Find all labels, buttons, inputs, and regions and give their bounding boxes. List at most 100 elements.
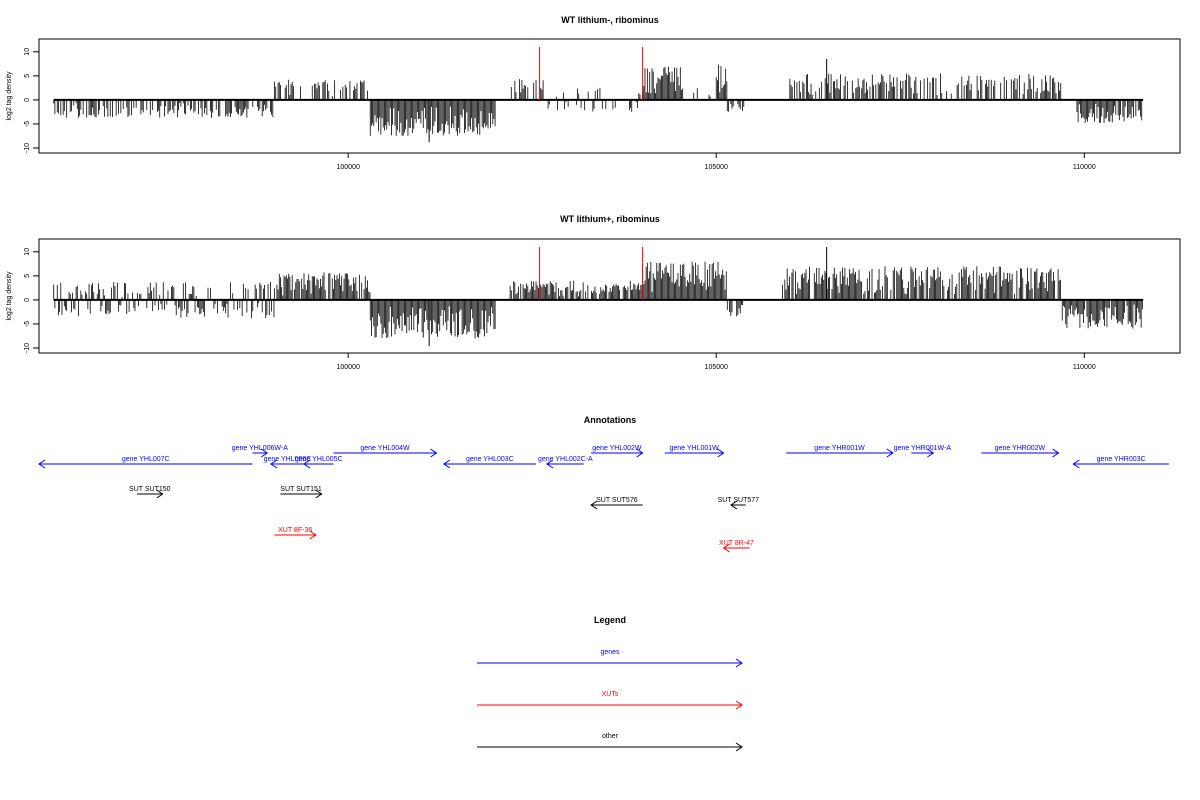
legend-item-genes: genes (477, 649, 743, 668)
feature-label: XUT 8R-47 (719, 540, 754, 547)
y-tick-label: 0 (24, 98, 31, 102)
feature-genes: gene YHL005C (295, 456, 343, 469)
feature-label: gene YHL004W (360, 445, 410, 452)
plot-frame (38, 38, 1181, 154)
y-tick-label: 0 (24, 298, 31, 302)
legend: Legend genes XUTs other (477, 615, 743, 752)
feature-genes: gene YHL007C (38, 456, 253, 469)
feature-label: gene YHR003C (1097, 456, 1146, 463)
arrowhead-right-icon (315, 489, 323, 499)
arrowhead-left-icon (303, 459, 311, 469)
x-tick-label: 100000 (336, 164, 359, 171)
feature-xuts: XUT 8F-36 (274, 527, 317, 540)
feature-genes: gene YHR001W-A (894, 445, 952, 458)
arrowhead-right-icon (636, 448, 644, 458)
y-tick-label: -5 (24, 321, 31, 327)
signal-bars (53, 59, 1143, 143)
arrowhead-left-icon (442, 459, 451, 469)
y-tick-label: -10 (24, 343, 31, 353)
feature-other: SUT SUT150 (129, 486, 171, 499)
feature-label: gene YHL006C (264, 456, 312, 463)
arrowhead-left-icon (590, 500, 598, 510)
feature-label: SUT SUT576 (596, 497, 638, 504)
feature-other: SUT SUT576 (590, 497, 643, 510)
feature-genes: gene YHL004W (333, 445, 438, 458)
y-axis-label: log2 tag density (6, 71, 13, 121)
feature-genes: gene YHR003C (1072, 456, 1169, 469)
x-axis: 100000 105000 110000 (336, 153, 1096, 171)
track-panel-lithium-plus: WT lithium+, ribominus log2 tag density … (6, 214, 1181, 371)
arrowhead-right-icon (430, 448, 438, 458)
annotation-track: Annotations gene YHL007C gene YHL006W-A ge… (38, 415, 1169, 553)
feature-label: gene YHL002W (592, 445, 642, 452)
feature-genes: gene YHL002C-A (538, 456, 593, 469)
annotations-title: Annotations (584, 415, 637, 425)
legend-item-other: other (477, 733, 743, 752)
arrowhead-left-icon (730, 500, 738, 510)
feature-label: gene YHR001W (814, 445, 865, 452)
feature-genes: gene YHL003C (442, 456, 536, 469)
y-axis: -10 -5 0 5 10 (24, 248, 39, 353)
legend-label: XUTs (602, 691, 619, 698)
arrowhead-right-icon (717, 448, 725, 458)
y-tick-label: 10 (24, 48, 31, 56)
panel-title: WT lithium+, ribominus (560, 214, 660, 224)
track-panel-lithium-minus: WT lithium-, ribominus log2 tag density … (6, 15, 1181, 171)
x-axis: 100000 105000 110000 (336, 353, 1096, 371)
legend-title: Legend (594, 615, 626, 625)
x-tick-label: 110000 (1073, 364, 1096, 371)
feature-xuts: XUT 8R-47 (719, 540, 754, 553)
feature-label: gene YHL006W-A (232, 445, 288, 452)
arrowhead-right-icon (927, 448, 935, 458)
feature-other: SUT SUT577 (718, 497, 760, 510)
x-tick-label: 100000 (336, 364, 359, 371)
arrowhead-right-icon (156, 489, 164, 499)
arrowhead-right-icon (1052, 448, 1060, 458)
feature-label: gene YHL003C (466, 456, 514, 463)
arrowhead-left-icon (722, 543, 730, 553)
feature-label: SUT SUT151 (280, 486, 322, 493)
x-tick-label: 105000 (705, 164, 728, 171)
y-axis: -10 -5 0 5 10 (24, 48, 39, 153)
feature-label: gene YHL005C (295, 456, 343, 463)
feature-label: SUT SUT577 (718, 497, 760, 504)
legend-item-xuts: XUTs (477, 691, 743, 710)
x-tick-label: 105000 (705, 364, 728, 371)
y-tick-label: 10 (24, 248, 31, 256)
arrowhead-right-icon (260, 448, 269, 458)
arrowhead-left-icon (546, 459, 554, 469)
feature-label: gene YHR002W (995, 445, 1046, 452)
feature-genes: gene YHL002W (591, 445, 644, 458)
feature-genes: gene YHL001W (664, 445, 725, 458)
feature-genes: gene YHL006C (264, 456, 312, 469)
feature-label: gene YHL007C (122, 456, 170, 463)
feature-label: SUT SUT150 (129, 486, 171, 493)
feature-other: SUT SUT151 (280, 486, 323, 499)
arrowhead-left-icon (269, 459, 278, 469)
arrowhead-right-icon (735, 742, 743, 752)
feature-genes: gene YHL006W-A (232, 445, 288, 458)
x-tick-label: 110000 (1073, 164, 1096, 171)
legend-items: genes XUTs other (477, 649, 743, 752)
y-tick-label: 5 (24, 274, 31, 278)
feature-genes: gene YHR002W (981, 445, 1060, 458)
y-tick-label: 5 (24, 74, 31, 78)
arrowhead-right-icon (886, 448, 894, 458)
feature-label: gene YHL002C-A (538, 456, 593, 463)
marker-lines (539, 247, 644, 300)
legend-label: other (602, 733, 619, 740)
arrowhead-right-icon (309, 530, 317, 540)
arrowhead-right-icon (735, 700, 743, 710)
arrowhead-left-icon (38, 459, 46, 469)
feature-genes: gene YHR001W (786, 445, 894, 458)
y-tick-label: -5 (24, 121, 31, 127)
marker-lines (539, 47, 644, 100)
y-tick-label: -10 (24, 143, 31, 153)
y-axis-label: log2 tag density (6, 271, 13, 321)
feature-label: gene YHL001W (670, 445, 720, 452)
feature-label: XUT 8F-36 (278, 527, 312, 534)
plot-frame (38, 238, 1181, 354)
feature-label: gene YHR001W-A (894, 445, 952, 452)
